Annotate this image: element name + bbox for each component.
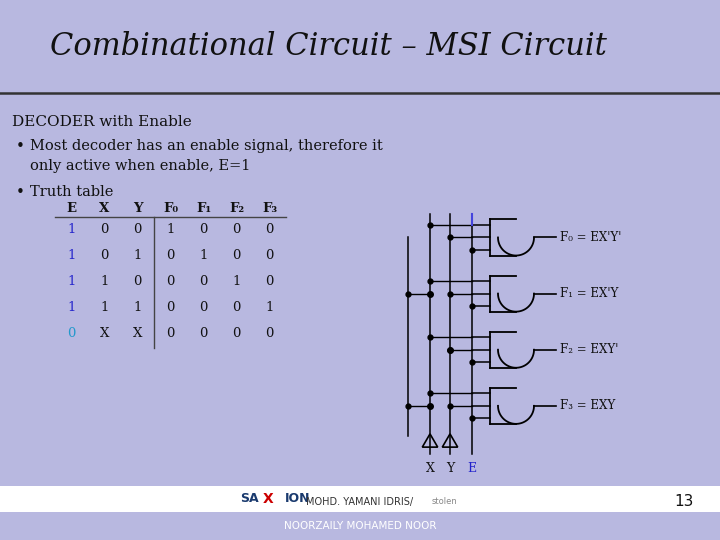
Text: F₀ = EX'Y': F₀ = EX'Y' (560, 231, 621, 244)
Text: •: • (16, 139, 25, 154)
Text: X: X (263, 492, 274, 506)
Text: Truth table: Truth table (30, 185, 113, 199)
Text: X: X (426, 462, 434, 475)
Text: X: X (99, 202, 109, 215)
Text: Y: Y (446, 462, 454, 475)
Text: 1: 1 (67, 275, 76, 288)
Text: 0: 0 (166, 327, 175, 340)
Text: 1: 1 (67, 301, 76, 314)
Text: E: E (66, 202, 76, 215)
Text: 1: 1 (100, 301, 109, 314)
Text: 0: 0 (133, 223, 142, 236)
Text: 0: 0 (199, 275, 207, 288)
Text: Y: Y (132, 202, 143, 215)
Text: 1: 1 (67, 249, 76, 262)
Text: 0: 0 (133, 275, 142, 288)
Text: 0: 0 (166, 275, 175, 288)
Text: F₀: F₀ (163, 202, 178, 215)
Text: E: E (467, 462, 477, 475)
Text: F₃: F₃ (262, 202, 277, 215)
Text: 0: 0 (67, 327, 76, 340)
Text: 0: 0 (233, 301, 240, 314)
Text: 1: 1 (100, 275, 109, 288)
Text: 0: 0 (166, 249, 175, 262)
Text: DECODER with Enable: DECODER with Enable (12, 115, 192, 129)
Text: F₁ = EX'Y: F₁ = EX'Y (560, 287, 618, 300)
Text: SA: SA (240, 492, 259, 505)
Text: •: • (16, 185, 25, 200)
Text: F₂ = EXY': F₂ = EXY' (560, 343, 618, 356)
Text: Most decoder has an enable signal, therefore it: Most decoder has an enable signal, there… (30, 139, 383, 153)
Text: 0: 0 (166, 301, 175, 314)
Text: 0: 0 (233, 327, 240, 340)
Text: 0: 0 (199, 301, 207, 314)
Bar (0, 486, 720, 512)
Text: 0: 0 (100, 249, 109, 262)
Text: 1: 1 (67, 223, 76, 236)
Text: only active when enable, E=1: only active when enable, E=1 (30, 159, 251, 173)
Text: 1: 1 (233, 275, 240, 288)
Text: 1: 1 (133, 249, 142, 262)
Text: 0: 0 (265, 249, 274, 262)
Text: X: X (100, 327, 109, 340)
Text: 0: 0 (199, 327, 207, 340)
Text: 0: 0 (265, 223, 274, 236)
Text: 0: 0 (100, 223, 109, 236)
Text: F₁: F₁ (196, 202, 211, 215)
Text: NOORZAILY MOHAMED NOOR: NOORZAILY MOHAMED NOOR (284, 521, 436, 531)
Text: F₃ = EXY: F₃ = EXY (560, 400, 616, 413)
Text: 0: 0 (265, 275, 274, 288)
Text: 0: 0 (265, 327, 274, 340)
Text: 0: 0 (233, 249, 240, 262)
Text: Combinational Circuit – MSI Circuit: Combinational Circuit – MSI Circuit (50, 31, 607, 62)
Text: 1: 1 (166, 223, 175, 236)
Text: 0: 0 (199, 223, 207, 236)
Text: ION: ION (284, 492, 310, 505)
Text: 1: 1 (265, 301, 274, 314)
Text: MOHD. YAMANI IDRIS/: MOHD. YAMANI IDRIS/ (307, 497, 413, 507)
Text: X: X (132, 327, 142, 340)
Text: 1: 1 (199, 249, 207, 262)
Text: 0: 0 (233, 223, 240, 236)
Text: F₂: F₂ (229, 202, 244, 215)
Text: 1: 1 (133, 301, 142, 314)
Text: 13: 13 (675, 494, 693, 509)
Text: stolen: stolen (432, 497, 458, 506)
